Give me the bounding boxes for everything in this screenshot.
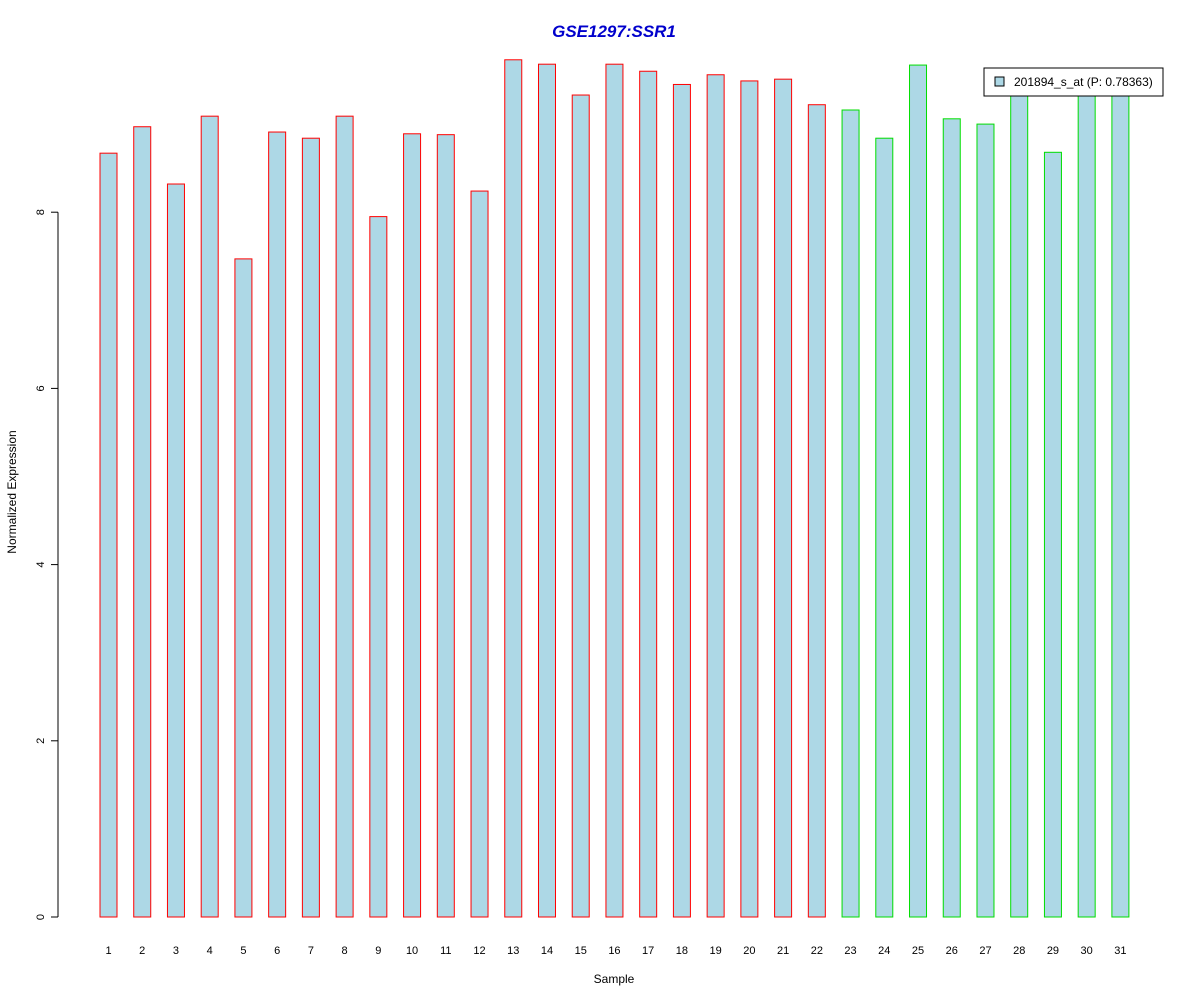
y-tick-label: 2 [35, 738, 47, 744]
bar-sample-6 [268, 131, 287, 918]
y-tick-label: 6 [35, 385, 47, 391]
bar-sample-15 [571, 94, 590, 918]
y-tick-label: 4 [35, 562, 47, 568]
x-tick-label: 29 [1047, 945, 1059, 957]
x-tick-label: 2 [139, 945, 145, 957]
x-axis-label: Sample [594, 972, 635, 986]
legend-swatch [994, 76, 1005, 87]
bar-sample-7 [301, 137, 320, 918]
x-tick-label: 21 [777, 945, 789, 957]
x-tick-label: 9 [375, 945, 381, 957]
bar-sample-19 [706, 74, 725, 918]
x-tick-label: 31 [1114, 945, 1126, 957]
x-tick-label: 18 [676, 945, 688, 957]
x-tick-label: 5 [240, 945, 246, 957]
x-tick-label: 22 [811, 945, 823, 957]
x-tick-label: 12 [473, 945, 485, 957]
bar-sample-12 [470, 190, 489, 918]
bar-sample-8 [335, 115, 354, 918]
bar-sample-22 [807, 104, 826, 918]
legend: 201894_s_at (P: 0.78363) [983, 67, 1164, 97]
legend-entry-label: 201894_s_at (P: 0.78363) [1014, 75, 1153, 89]
x-tick-label: 11 [440, 945, 451, 957]
x-tick-label: 27 [979, 945, 991, 957]
x-tick-label: 25 [912, 945, 924, 957]
legend-box [983, 67, 1164, 97]
x-tick-label: 20 [743, 945, 755, 957]
x-tick-label: 23 [844, 945, 856, 957]
bar-sample-11 [436, 134, 455, 918]
bar-sample-2 [133, 126, 152, 918]
bar-sample-14 [537, 63, 556, 918]
y-tick-label: 0 [35, 914, 47, 920]
x-tick-label: 10 [406, 945, 418, 957]
x-tick-labels: 1 2 3 4 5 6 7 8 9 10 11 12 13 14 15 16 17 18 19 20 21 22 23 24 2… [105, 945, 1126, 957]
x-tick-label: 3 [173, 945, 179, 957]
x-tick-label: 14 [541, 945, 553, 957]
x-tick-label: 1 [105, 945, 111, 957]
x-tick-label: 7 [308, 945, 314, 957]
bar-sample-30 [1077, 94, 1096, 918]
y-axis-label: Normalized Expression [5, 430, 19, 553]
bar-sample-3 [166, 183, 185, 918]
bar-sample-25 [909, 64, 928, 918]
bar-sample-31 [1111, 94, 1130, 918]
bar-sample-4 [200, 115, 219, 918]
bar-sample-10 [403, 133, 422, 918]
bar-sample-27 [976, 123, 995, 918]
bar-sample-17 [639, 70, 658, 918]
bar-sample-18 [672, 83, 691, 918]
chart-title: GSE1297:SSR1 [552, 22, 676, 41]
bar-sample-5 [234, 258, 253, 918]
bars [99, 59, 1130, 918]
bar-sample-24 [875, 137, 894, 918]
x-tick-label: 8 [342, 945, 348, 957]
x-tick-label: 28 [1013, 945, 1025, 957]
x-tick-label: 16 [608, 945, 620, 957]
bar-sample-28 [1010, 94, 1029, 918]
bar-sample-23 [841, 109, 860, 918]
x-tick-label: 30 [1081, 945, 1093, 957]
x-tick-label: 26 [946, 945, 958, 957]
x-tick-label: 24 [878, 945, 890, 957]
x-tick-label: 19 [710, 945, 722, 957]
bar-sample-13 [504, 59, 523, 918]
bar-sample-1 [99, 152, 118, 918]
x-tick-label: 6 [274, 945, 280, 957]
bar-sample-20 [740, 80, 759, 918]
bar-sample-26 [942, 118, 961, 918]
x-tick-label: 4 [207, 945, 213, 957]
x-tick-label: 15 [575, 945, 587, 957]
x-tick-label: 13 [507, 945, 519, 957]
x-tick-label: 17 [642, 945, 654, 957]
bar-sample-9 [369, 216, 388, 918]
y-axis: 0 2 4 6 8 [35, 209, 59, 920]
bar-sample-16 [605, 63, 624, 918]
bar-sample-21 [774, 78, 793, 918]
bar-sample-29 [1043, 151, 1062, 918]
y-tick-label: 8 [35, 209, 47, 215]
